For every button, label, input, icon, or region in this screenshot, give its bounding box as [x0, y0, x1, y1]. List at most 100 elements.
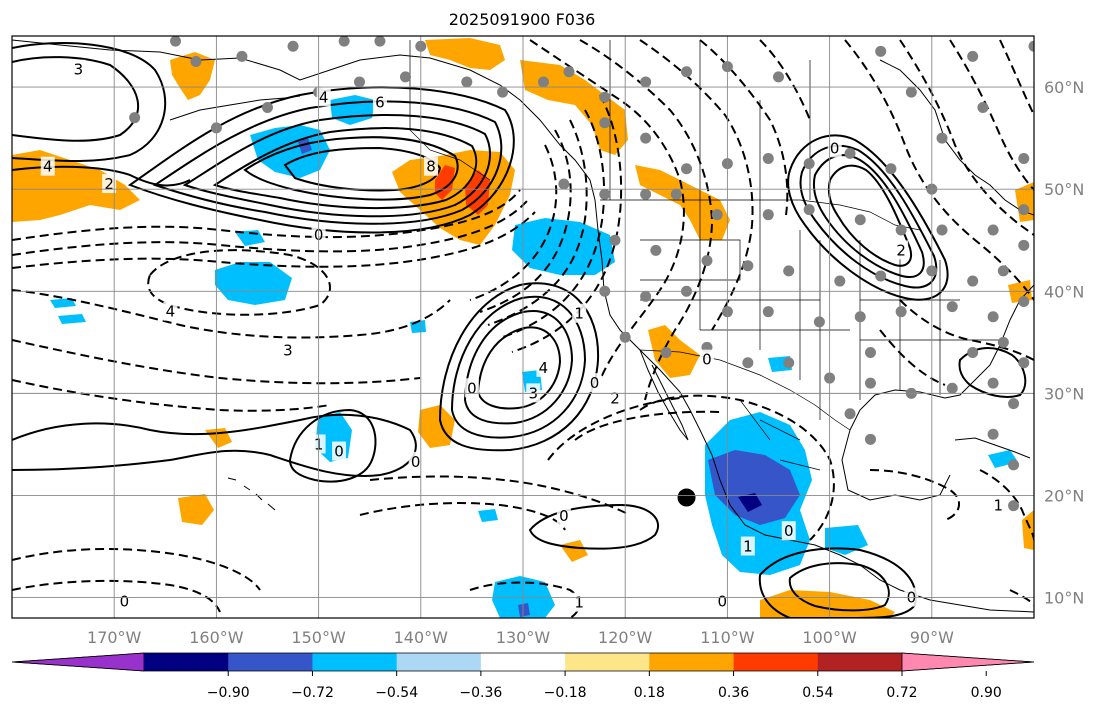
contour-label: 0	[702, 351, 712, 369]
station-dot	[701, 255, 713, 267]
contour-pos-low-1	[438, 282, 600, 452]
contour-label: 4	[319, 88, 329, 106]
station-dot	[987, 377, 999, 389]
colorbar-segment	[480, 653, 566, 671]
station-dot	[844, 147, 856, 159]
contour-label-bg	[332, 441, 347, 461]
station-dot	[977, 101, 989, 113]
station-dot	[967, 275, 979, 287]
contour-label-bg	[464, 378, 479, 398]
coastline-gulf	[849, 284, 1034, 431]
shade-negative-mexico-core	[738, 493, 762, 512]
shade-negative-hawaii-n	[215, 262, 292, 305]
border-us-canada	[600, 199, 921, 231]
station-dot	[875, 45, 887, 57]
contour-neg-trough-5	[511, 94, 623, 353]
contour-neg-north-3	[639, 39, 754, 331]
contour-neg-east-5	[899, 299, 1034, 361]
colorbar-segment	[817, 653, 903, 671]
contour-label: 4	[539, 359, 549, 377]
contour-label: 2	[610, 389, 620, 407]
contours-negative	[12, 39, 1034, 618]
contour-label: 0	[784, 522, 794, 540]
gridlines	[12, 36, 1034, 618]
shade-negative-coastal	[512, 218, 615, 275]
colorbar-outline	[11, 652, 1035, 672]
contour-neg-trough-2	[479, 129, 572, 313]
station-dot	[640, 132, 652, 144]
station-dot	[599, 117, 611, 129]
contour-neg-4-oval	[147, 249, 331, 316]
latitude-tick-label: 50°N	[1044, 180, 1084, 199]
contour-pos-ce-1	[958, 347, 1027, 398]
contour-neg-trough-1	[469, 144, 558, 301]
longitude-tick-label: 110°W	[700, 628, 755, 647]
coastline-cuba	[954, 437, 1031, 459]
colorbar-tick-label: −0.54	[375, 685, 418, 701]
contour-label: 0	[120, 593, 130, 611]
contour-neg-1-wide	[12, 379, 331, 412]
station-dot	[660, 347, 672, 359]
colorbar-extend-low	[11, 652, 145, 672]
contour-neg-south-3	[359, 502, 566, 531]
contour-label-bg	[699, 349, 714, 369]
station-dot	[895, 224, 907, 236]
station-dot	[803, 204, 815, 216]
longitude-tick-labels: 170°W 160°W 150°W 140°W 130°W 120°W 110°W 100°W…	[87, 628, 954, 647]
station-dot	[742, 260, 754, 272]
contour-pos-ne-2	[799, 144, 938, 289]
contour-pos-gulf-4	[212, 127, 478, 210]
station-dot	[742, 357, 754, 369]
contour-pos-low-4	[476, 326, 562, 410]
contour-label-bg	[40, 156, 55, 176]
contour-neg-east-4	[999, 39, 1034, 116]
station-dot	[609, 234, 621, 246]
contour-label-bg	[904, 587, 919, 607]
shade-positive-alaska-north	[425, 38, 505, 70]
colorbar-segment	[649, 653, 735, 671]
contour-pos-gulf-2	[152, 100, 503, 225]
shade-negative-small-3	[58, 314, 86, 324]
contour-label: 4	[166, 303, 176, 321]
station-dot	[834, 275, 846, 287]
coastline-west-coast	[594, 199, 1034, 613]
contour-neg-north-2	[579, 39, 714, 401]
contour-label: 0	[830, 139, 840, 157]
contour-neg-mex-2	[574, 410, 721, 441]
station-dot	[461, 76, 473, 88]
station-dot	[783, 265, 795, 277]
coastline-baja	[639, 349, 689, 441]
station-dot	[905, 86, 917, 98]
contour-neg-band-2	[12, 199, 529, 256]
coastline-alaska	[12, 39, 596, 201]
colorbar-segment	[228, 653, 313, 671]
political-borders	[409, 40, 1000, 471]
storm-position-marker	[677, 488, 696, 507]
contour-pos-low-2	[450, 295, 587, 439]
station-dot	[997, 336, 1009, 348]
contour-neg-mex-1	[639, 394, 835, 541]
longitude-tick-label: 160°W	[189, 628, 244, 647]
longitude-tick-label: 100°W	[802, 628, 857, 647]
contour-neg-3-wide	[12, 289, 451, 339]
station-dot	[854, 214, 866, 226]
longitude-tick-label: 90°W	[910, 628, 954, 647]
station-dot	[987, 224, 999, 236]
colorbar-tick-label: −0.72	[291, 685, 334, 701]
contour-pos-ne-3	[812, 154, 925, 278]
station-dot	[864, 377, 876, 389]
contour-label: 6	[375, 93, 385, 111]
contour-neg-east-6	[879, 329, 946, 386]
station-dot	[854, 311, 866, 323]
contour-neg-band-3	[12, 211, 536, 269]
contour-neg-trough-4	[499, 109, 606, 339]
latitude-tick-label: 30°N	[1044, 384, 1084, 403]
shade-negative-south	[492, 576, 555, 618]
contour-label-bg	[424, 156, 439, 176]
shade-positive-gulf-alaska	[392, 150, 515, 245]
contour-pos-south-3	[788, 562, 890, 612]
contour-label-bg	[781, 521, 796, 541]
coastline-hawaii	[227, 477, 276, 511]
station-dot	[987, 311, 999, 323]
latitude-tick-label: 40°N	[1044, 282, 1084, 301]
